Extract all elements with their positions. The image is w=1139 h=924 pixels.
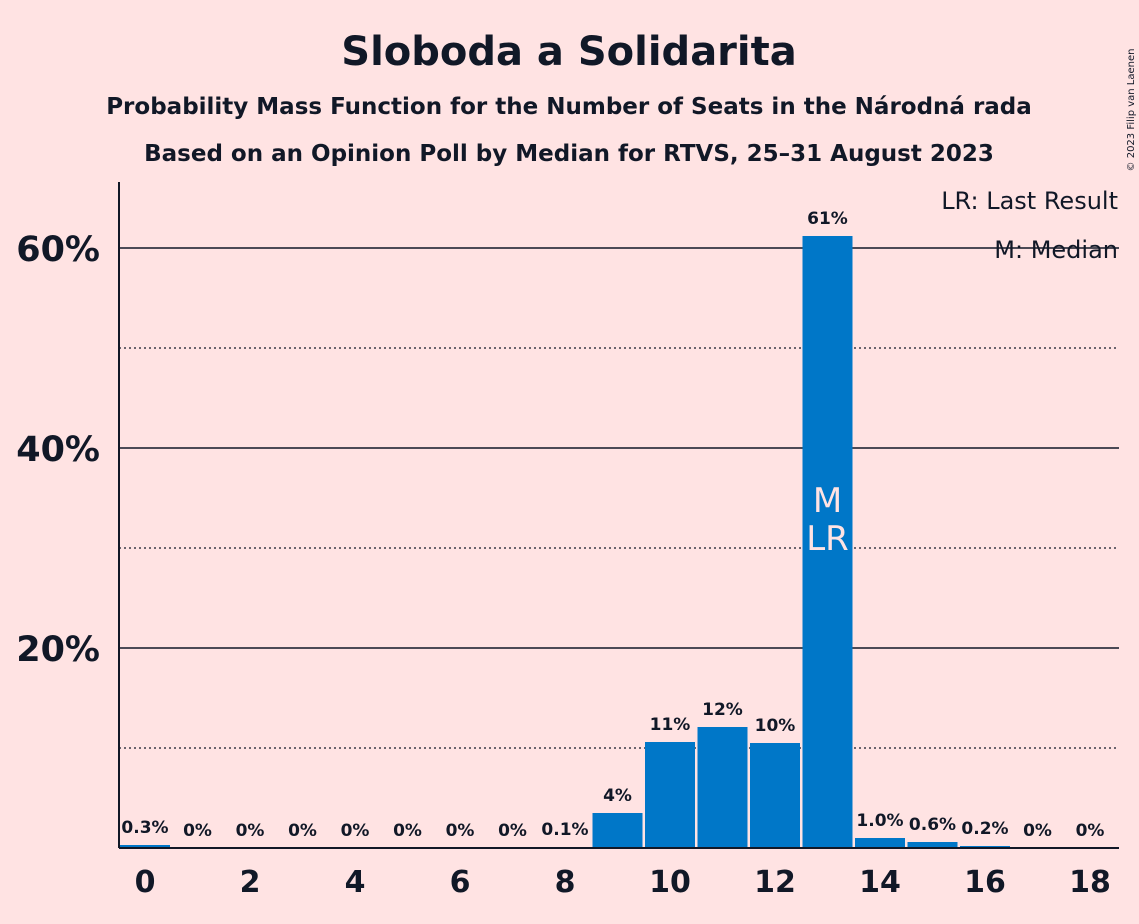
data-label: 0% [393,821,422,841]
data-label: 11% [650,715,691,735]
chart-title: Sloboda a Solidarita [341,29,796,75]
bar [120,845,170,848]
x-tick-label: 0 [135,865,156,900]
x-tick-label: 8 [555,865,576,900]
y-tick-label: 20% [16,630,100,670]
data-label: 1.0% [856,811,903,831]
x-axis-ticks: 0 2 4 6 8 10 12 14 16 18 [135,865,1111,900]
gridlines [119,247,1119,749]
data-label: 0.6% [909,815,956,835]
data-label: 0.2% [961,819,1008,839]
bar [592,813,643,848]
bar [750,743,800,848]
chart-subtitle-2: Based on an Opinion Poll by Median for R… [144,141,994,167]
data-label: 0% [446,821,475,841]
data-label: 0% [341,821,370,841]
data-label: 10% [755,716,796,736]
bars: MLR [120,236,1010,848]
y-tick-label: 40% [16,430,100,470]
data-label: 0.3% [121,818,168,838]
x-tick-label: 10 [649,865,691,900]
data-label: 12% [702,700,743,720]
bar [802,236,853,848]
bar [645,742,695,848]
data-label: 0% [1023,821,1052,841]
legend-last-result: LR: Last Result [941,187,1118,215]
data-labels: 0.3% 0% 0% 0% 0% 0% 0% 0% 0.1% 4% 11% 12% 10% 61% 1.0%… [121,209,1104,841]
x-tick-label: 4 [345,865,366,900]
x-tick-label: 14 [859,865,901,900]
bar [855,838,905,848]
data-label: 0% [236,821,265,841]
data-label: 0% [498,821,527,841]
data-label: 0% [183,821,212,841]
median-marker: M [813,481,842,521]
data-label: 0% [1076,821,1105,841]
x-tick-label: 16 [964,865,1006,900]
chart-subtitle-1: Probability Mass Function for the Number… [106,94,1032,120]
bar [697,727,748,848]
x-tick-label: 18 [1069,865,1111,900]
y-tick-label: 60% [16,230,100,270]
y-axis-ticks: 20% 40% 60% [16,230,100,670]
x-tick-label: 12 [754,865,796,900]
x-tick-label: 6 [450,865,471,900]
copyright: © 2023 Filip van Laenen [1126,49,1137,172]
last-result-marker: LR [806,519,849,559]
data-label: 0% [288,821,317,841]
bar [907,842,958,848]
data-label: 61% [807,209,848,229]
data-label: 4% [603,786,632,806]
legend-median: M: Median [994,236,1118,264]
data-label: 0.1% [541,820,588,840]
x-tick-label: 2 [240,865,261,900]
